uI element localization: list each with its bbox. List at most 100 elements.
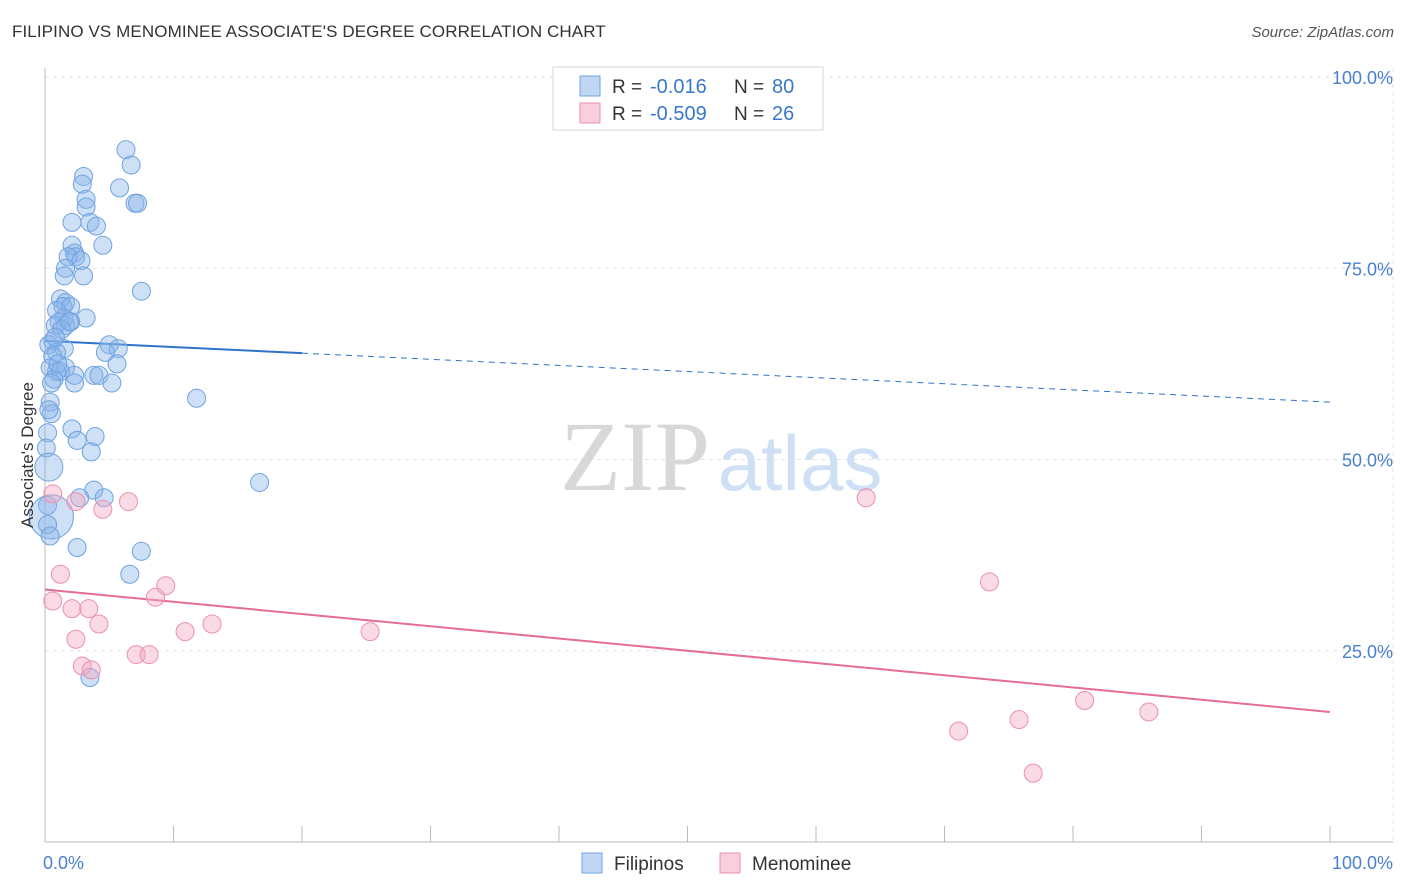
filipinos-point	[131, 541, 151, 561]
filipinos-point	[107, 354, 127, 374]
menominee-point	[81, 660, 101, 680]
filipinos-point	[38, 495, 58, 515]
filipinos-point	[67, 537, 87, 557]
y-axis-label: Associate's Degree	[18, 382, 37, 528]
filipinos-point	[40, 526, 60, 546]
menominee-point	[1023, 763, 1043, 783]
menominee-point	[62, 599, 82, 619]
filipinos-point	[121, 155, 141, 175]
filipinos-point	[65, 373, 85, 393]
menominee-point	[43, 591, 63, 611]
menominee-point	[89, 614, 109, 634]
x-tick-label: 0.0%	[43, 853, 84, 873]
menominee-point	[360, 622, 380, 642]
x-tick-label: 100.0%	[1332, 853, 1393, 873]
legend-n-value: 26	[772, 103, 794, 125]
filipinos-point	[76, 197, 96, 217]
menominee-point	[50, 564, 70, 584]
legend-n-label: N =	[734, 77, 764, 98]
menominee-point	[1075, 690, 1095, 710]
legend-bottom-swatch	[719, 852, 741, 874]
filipinos-point	[110, 178, 130, 198]
menominee-point	[66, 492, 86, 512]
menominee-point	[139, 645, 159, 665]
filipinos-point	[116, 140, 136, 160]
trend-lines	[44, 339, 1331, 713]
filipinos-point	[50, 289, 70, 309]
menominee-point	[1139, 702, 1159, 722]
filipinos-point	[74, 266, 94, 286]
filipinos-point	[70, 488, 90, 508]
filipinos-point	[65, 365, 85, 385]
legend-bottom-label: Filipinos	[614, 854, 684, 875]
filipinos-point	[67, 430, 87, 450]
menominee-point	[93, 499, 113, 519]
tick-labels: 25.0% 50.0% 75.0% 100.0% 0.0% 100.0%	[43, 68, 1393, 873]
watermark: ZIP atlas	[560, 401, 882, 512]
legend-top: R = -0.016 N = 80 R = -0.509 N = 26	[552, 66, 824, 131]
y-tick-label: 25.0%	[1342, 642, 1393, 662]
menominee-point	[1009, 710, 1029, 730]
filipinos-point	[48, 354, 68, 374]
filipinos-point	[41, 373, 61, 393]
filipinos-point	[38, 515, 58, 535]
filipinos-point	[93, 235, 113, 255]
filipinos-point	[62, 235, 82, 255]
filipinos-point	[80, 668, 100, 688]
filipinos-point	[71, 251, 91, 271]
filipinos-trendline	[44, 339, 303, 355]
legend-bottom: Filipinos Menominee	[581, 852, 851, 875]
grid-lines	[45, 68, 1394, 842]
y-tick-label: 100.0%	[1332, 68, 1393, 88]
menominee-point	[175, 622, 195, 642]
menominee-point	[949, 721, 969, 741]
menominee-trendline	[44, 588, 1331, 713]
menominee-point	[66, 629, 86, 649]
filipinos-point	[102, 373, 122, 393]
filipinos-point	[95, 342, 115, 362]
filipinos-point	[85, 427, 105, 447]
watermark-atlas: atlas	[718, 419, 883, 507]
menominee-point	[79, 599, 99, 619]
filipinos-point	[187, 388, 207, 408]
data-points	[28, 140, 1159, 783]
y-tick-label: 50.0%	[1342, 451, 1393, 471]
filipinos-point	[54, 266, 74, 286]
filipinos-point	[86, 216, 106, 236]
filipinos-point	[56, 258, 76, 278]
menominee-point	[146, 587, 166, 607]
legend-swatch	[579, 102, 601, 124]
filipinos-trendline-dashed	[301, 352, 1331, 403]
filipinos-point	[72, 174, 92, 194]
legend-swatch	[579, 75, 601, 97]
filipinos-point	[108, 339, 128, 359]
filipinos-point	[62, 419, 82, 439]
axes	[44, 68, 1393, 843]
menominee-point	[119, 492, 139, 512]
legend-n-value: 80	[772, 76, 794, 98]
y-tick-label: 75.0%	[1342, 259, 1393, 279]
filipinos-point	[128, 193, 148, 213]
filipinos-point	[81, 442, 101, 462]
legend-r-label: R =	[612, 77, 642, 98]
filipinos-point	[61, 297, 81, 316]
legend-r-label: R =	[612, 104, 642, 125]
filipinos-point	[45, 327, 65, 347]
filipinos-point	[59, 312, 79, 332]
filipinos-point	[76, 189, 96, 209]
chart-title: FILIPINO VS MENOMINEE ASSOCIATE'S DEGREE…	[12, 22, 606, 41]
filipinos-point	[39, 335, 59, 355]
filipinos-point	[47, 300, 67, 320]
legend-bottom-label: Menominee	[752, 854, 851, 875]
menominee-point	[856, 488, 876, 508]
filipinos-point	[34, 452, 64, 482]
legend-n-label: N =	[734, 104, 764, 125]
filipinos-point	[38, 423, 58, 443]
menominee-point	[979, 572, 999, 592]
filipinos-point	[58, 247, 78, 267]
legend-bottom-swatch	[581, 852, 603, 874]
filipinos-point	[250, 472, 270, 492]
filipinos-point	[120, 564, 140, 584]
filipinos-point	[36, 438, 56, 458]
